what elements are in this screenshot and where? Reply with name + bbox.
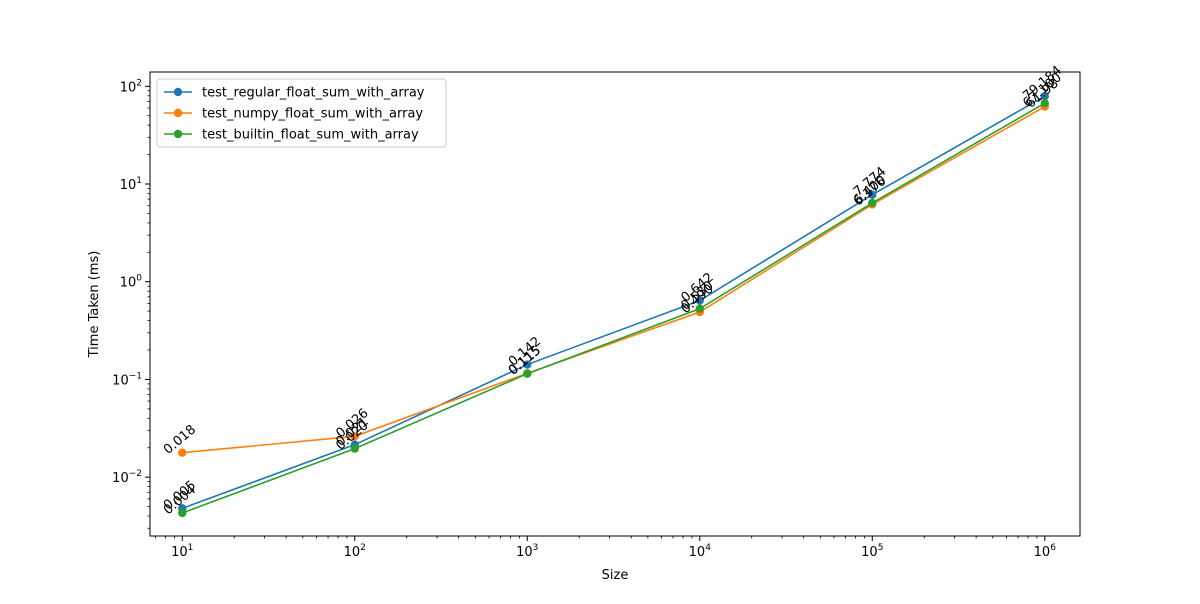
legend-marker [173,129,183,139]
x-axis-label: Size [602,568,629,583]
data-point [350,432,359,441]
series-line-3 [181,102,1046,514]
data-point [350,444,359,453]
x-tick-label: 105 [861,543,883,560]
data-point [868,190,877,199]
data-point [523,360,532,369]
data-point [523,369,532,378]
legend-marker [173,108,183,118]
legend: test_regular_float_sum_with_array test_nu… [156,78,447,148]
y-tick-label: 102 [120,78,142,95]
data-point [1040,91,1049,101]
legend-box [156,78,447,148]
y-tick-label: 100 [120,274,143,291]
y-tick-label: 101 [120,176,142,193]
x-tick-label: 104 [689,543,712,560]
data-point [1040,99,1049,108]
data-point [695,296,704,305]
data-point [868,198,877,208]
legend-marker [173,87,183,97]
x-tick-label: 103 [516,543,538,560]
series-line-1 [181,95,1046,510]
legend-entry-label: test_builtin_float_sum_with_array [202,128,419,143]
data-point [695,304,704,313]
x-tick-label: 102 [344,543,366,560]
series-line-2 [182,105,1046,454]
y-axis-label: Time Taken (ms) [87,251,102,359]
x-tick-label: 106 [1034,543,1057,560]
legend-entry-label: test_regular_float_sum_with_array [202,86,425,101]
plot-frame [149,71,1081,537]
legend-entry-label: test_numpy_float_sum_with_array [202,107,423,122]
x-tick-label: 101 [171,543,193,560]
plot-area [150,72,1080,536]
y-tick-label: 10−1 [112,371,142,388]
y-tick-label: 10−2 [112,469,142,486]
data-point [178,448,187,457]
data-point [178,508,187,518]
